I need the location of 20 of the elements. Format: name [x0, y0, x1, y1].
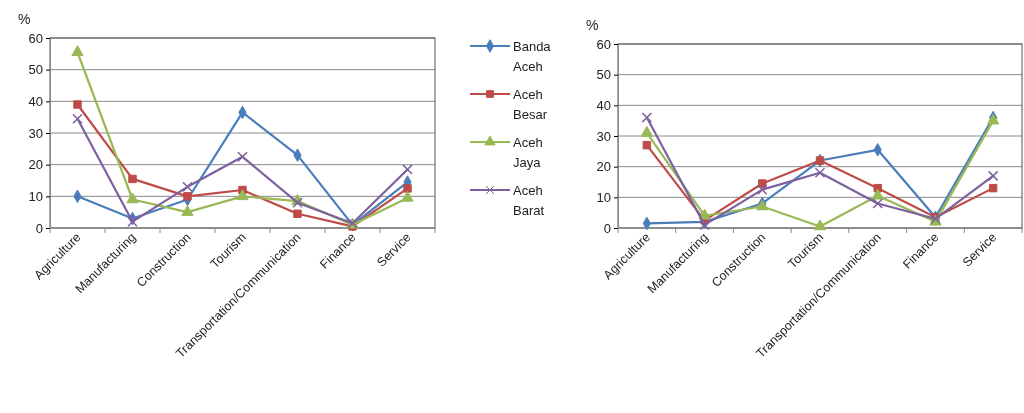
y-tick-label: 30: [28, 125, 43, 141]
legend-label: Aceh Barat: [513, 183, 545, 218]
y-tick-label: 60: [596, 36, 611, 52]
y-tick-label: 30: [596, 128, 611, 144]
y-axis-title: %: [586, 17, 599, 33]
y-tick-label: 20: [596, 159, 611, 175]
y-tick-label: 40: [596, 97, 611, 113]
legend-label: Aceh Besar: [513, 87, 548, 122]
y-tick-label: 10: [596, 189, 611, 205]
y-tick-label: 40: [28, 93, 43, 109]
y-tick-label: 0: [35, 220, 43, 236]
y-tick-label: 60: [28, 30, 43, 46]
y-tick-label: 20: [28, 157, 43, 173]
y-tick-label: 10: [28, 188, 43, 204]
y-tick-label: 50: [28, 62, 43, 78]
y-tick-label: 0: [603, 220, 611, 236]
legend-label: Banda Aceh: [513, 39, 552, 74]
y-axis-title: %: [18, 11, 31, 27]
y-tick-label: 50: [596, 67, 611, 83]
legend-label: Aceh Jaya: [513, 135, 543, 170]
